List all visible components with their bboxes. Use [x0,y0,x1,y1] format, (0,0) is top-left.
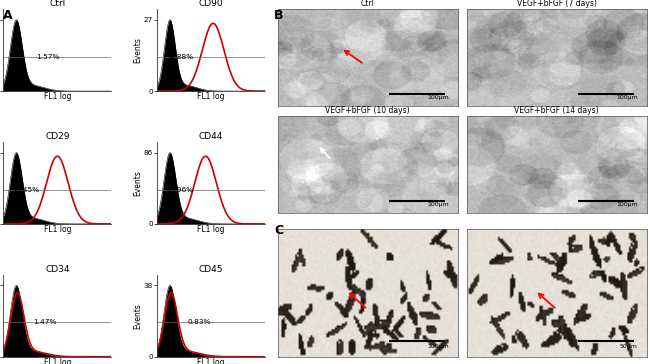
Text: 100μm: 100μm [427,344,448,349]
Title: CD34: CD34 [45,265,70,274]
Y-axis label: Events: Events [133,170,142,196]
Y-axis label: Events: Events [133,303,142,329]
Title: CD90: CD90 [199,0,224,8]
Title: CD29: CD29 [45,132,70,141]
Text: A: A [3,9,13,22]
Text: 100μm: 100μm [616,202,638,207]
Text: 100μm: 100μm [427,202,448,207]
Text: 98.96%: 98.96% [166,187,194,193]
Text: B: B [274,9,284,22]
Title: VEGF+bFGF (7 days): VEGF+bFGF (7 days) [517,0,597,8]
Y-axis label: Events: Events [133,37,142,63]
Text: 100μm: 100μm [427,95,448,100]
Text: 94.88%: 94.88% [166,54,194,60]
Title: VEGF+bFGF (14 days): VEGF+bFGF (14 days) [514,106,599,115]
Text: 100μm: 100μm [616,95,638,100]
Title: CD44: CD44 [199,132,223,141]
Text: 98.45%: 98.45% [12,187,40,193]
Text: 50μm: 50μm [620,344,638,349]
Text: 1.57%: 1.57% [36,54,59,60]
Text: 0.83%: 0.83% [187,320,211,325]
Title: CD45: CD45 [199,265,223,274]
Title: Ctrl: Ctrl [49,0,66,8]
X-axis label: FL1 log: FL1 log [197,358,225,364]
Text: C: C [274,224,283,237]
X-axis label: FL1 log: FL1 log [197,225,225,234]
Title: Ctrl: Ctrl [361,0,374,8]
X-axis label: FL1 log: FL1 log [197,92,225,102]
Text: 1.47%: 1.47% [34,320,57,325]
Title: VEGF+bFGF (10 days): VEGF+bFGF (10 days) [326,106,410,115]
X-axis label: FL1 log: FL1 log [44,358,71,364]
X-axis label: FL1 log: FL1 log [44,92,71,102]
X-axis label: FL1 log: FL1 log [44,225,71,234]
